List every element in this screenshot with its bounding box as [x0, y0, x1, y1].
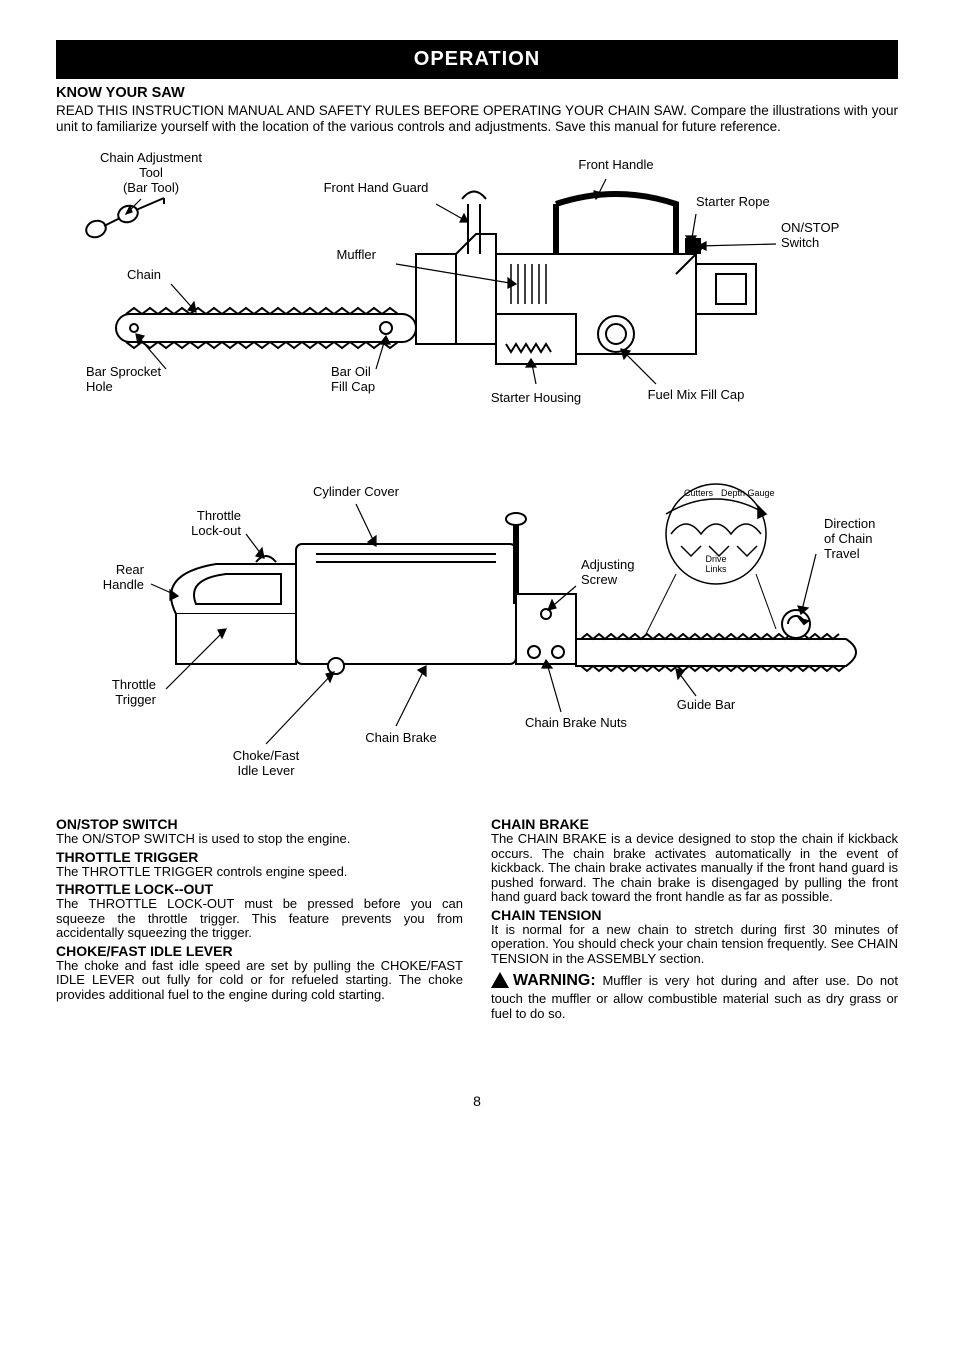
label-direction-1: Direction [824, 516, 875, 531]
label-cutters: Cutters [684, 488, 714, 498]
label-adjusting-1: Adjusting [581, 557, 634, 572]
label-muffler: Muffler [337, 247, 377, 262]
label-onstop-1: ON/STOP [781, 220, 839, 235]
label-depth-gauge: Depth Gauge [721, 488, 775, 498]
label-throttle-trigger-1: Throttle [112, 677, 156, 692]
choke-heading: CHOKE/FAST IDLE LEVER [56, 943, 463, 959]
label-cylinder-cover: Cylinder Cover [313, 484, 400, 499]
warning-block: ! WARNING: Muffler is very hot during an… [491, 972, 898, 1021]
label-drive-1: Drive [705, 554, 726, 564]
tension-heading: CHAIN TENSION [491, 907, 898, 923]
intro-paragraph: READ THIS INSTRUCTION MANUAL AND SAFETY … [56, 103, 898, 134]
label-bar-oil-1: Bar Oil [331, 364, 371, 379]
label-bar-sprocket-1: Bar Sprocket [86, 364, 162, 379]
operation-header: OPERATION [56, 40, 898, 79]
label-direction-2: of Chain [824, 531, 872, 546]
label-chain-adj-3: (Bar Tool) [123, 180, 179, 195]
label-front-hand-guard: Front Hand Guard [324, 180, 429, 195]
label-adjusting-2: Screw [581, 572, 618, 587]
label-chain-brake: Chain Brake [365, 730, 437, 745]
label-fuel-mix: Fuel Mix Fill Cap [648, 387, 745, 402]
label-chain-brake-nuts: Chain Brake Nuts [525, 715, 627, 730]
page-number: 8 [56, 1093, 898, 1109]
label-throttle-lockout-2: Lock-out [191, 523, 241, 538]
know-your-saw-heading: KNOW YOUR SAW [56, 85, 898, 101]
lockout-text: The THROTTLE LOCK-OUT must be pressed be… [56, 897, 463, 941]
text-columns: ON/STOP SWITCH The ON/STOP SWITCH is use… [56, 814, 898, 1023]
label-throttle-trigger-2: Trigger [115, 692, 156, 707]
top-diagram: Chain Adjustment Tool (Bar Tool) Front H… [56, 144, 898, 464]
tension-text: It is normal for a new chain to stretch … [491, 923, 898, 967]
lockout-heading: THROTTLE LOCK--OUT [56, 881, 463, 897]
label-throttle-lockout-1: Throttle [197, 508, 241, 523]
label-drive-2: Links [705, 564, 727, 574]
brake-heading: CHAIN BRAKE [491, 816, 898, 832]
label-chain-adj-1: Chain Adjustment [100, 150, 202, 165]
label-onstop-2: Switch [781, 235, 819, 250]
label-rear-handle-1: Rear [116, 562, 145, 577]
label-bar-sprocket-2: Hole [86, 379, 113, 394]
brake-text: The CHAIN BRAKE is a device designed to … [491, 832, 898, 905]
label-choke-2: Idle Lever [237, 763, 295, 778]
label-front-handle: Front Handle [578, 157, 653, 172]
left-column: ON/STOP SWITCH The ON/STOP SWITCH is use… [56, 814, 463, 1023]
label-guide-bar: Guide Bar [677, 697, 736, 712]
label-chain: Chain [127, 267, 161, 282]
label-chain-adj-2: Tool [139, 165, 163, 180]
throttle-text: The THROTTLE TRIGGER controls engine spe… [56, 865, 463, 880]
label-rear-handle-2: Handle [103, 577, 144, 592]
warning-label: WARNING: [513, 972, 596, 989]
warning-icon: ! [491, 972, 509, 992]
choke-text: The choke and fast idle speed are set by… [56, 959, 463, 1003]
onstop-heading: ON/STOP SWITCH [56, 816, 463, 832]
label-starter-rope: Starter Rope [696, 194, 770, 209]
throttle-heading: THROTTLE TRIGGER [56, 849, 463, 865]
right-column: CHAIN BRAKE The CHAIN BRAKE is a device … [491, 814, 898, 1023]
svg-text:!: ! [498, 975, 502, 988]
bottom-diagram: Cutters Depth Gauge Drive Links [56, 474, 898, 804]
onstop-text: The ON/STOP SWITCH is used to stop the e… [56, 832, 463, 847]
label-starter-housing: Starter Housing [491, 390, 581, 405]
label-bar-oil-2: Fill Cap [331, 379, 375, 394]
label-choke-1: Choke/Fast [233, 748, 300, 763]
label-direction-3: Travel [824, 546, 860, 561]
